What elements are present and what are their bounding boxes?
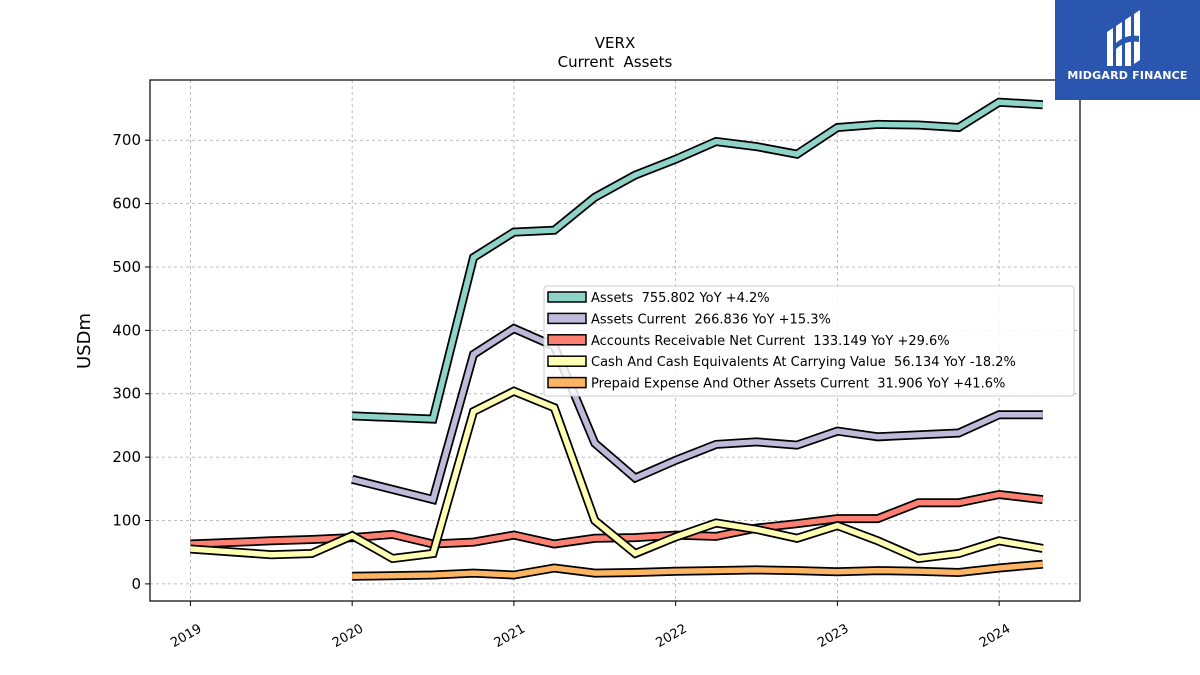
series-line [190, 491, 1044, 547]
legend-label: Assets 755.802 YoY +4.2% [591, 291, 770, 306]
legend-swatch [547, 355, 587, 367]
series-line [352, 561, 1044, 580]
chart-title: VERX [595, 34, 635, 52]
legend-label: Prepaid Expense And Other Assets Current… [591, 377, 1005, 392]
x-tick-label: 2019 [168, 621, 204, 651]
legend-swatch [547, 312, 587, 325]
plot-area-frame [149, 79, 1081, 602]
y-axis-label: USDm [74, 313, 95, 369]
series-lines [190, 97, 1044, 581]
legend-label: Accounts Receivable Net Current 133.149 … [591, 334, 950, 349]
legend-label: Assets Current 266.836 YoY +15.3% [591, 312, 831, 327]
y-tick-label: 200 [112, 448, 141, 466]
series-prepaid-expense-and-other-assets-current [352, 559, 1044, 581]
series-outline [190, 386, 1044, 564]
legend-swatch [547, 376, 587, 389]
chart-subtitle: Current Assets [558, 53, 673, 71]
legend-swatch [547, 334, 587, 346]
x-tick-label: 2023 [815, 621, 851, 651]
series-line [351, 325, 1043, 503]
brand-logo-mark-icon [1107, 10, 1140, 66]
y-tick-label: 600 [112, 195, 141, 213]
series-assets [352, 97, 1044, 424]
x-tick-label: 2020 [330, 621, 366, 651]
y-tick-label: 700 [112, 131, 141, 149]
legend-swatch [547, 291, 587, 303]
series-accounts-receivable-net-current [190, 489, 1044, 549]
x-tick-label: 2021 [492, 621, 528, 651]
series-line [190, 388, 1044, 562]
y-tick-label: 400 [112, 321, 141, 339]
series-line [352, 99, 1043, 422]
y-tick-label: 300 [112, 385, 141, 403]
legend-box [543, 285, 1075, 397]
legend: Assets 755.802 YoY +4.2% Assets Current 2… [543, 285, 1075, 397]
brand-name: MIDGARD FINANCE [1067, 69, 1188, 82]
y-tick-label: 100 [112, 512, 141, 530]
x-tick-label: 2024 [977, 621, 1013, 651]
x-tick-label: 2022 [653, 621, 689, 651]
series-cash-and-cash-equivalents-at-carrying-value [190, 386, 1044, 564]
y-tick-label: 0 [131, 575, 141, 593]
y-tick-label: 500 [112, 258, 141, 276]
series-assets-current [351, 323, 1043, 506]
legend-label: Cash And Cash Equivalents At Carrying Va… [591, 355, 1016, 370]
brand-logo: MIDGARD FINANCE [1055, 0, 1200, 100]
